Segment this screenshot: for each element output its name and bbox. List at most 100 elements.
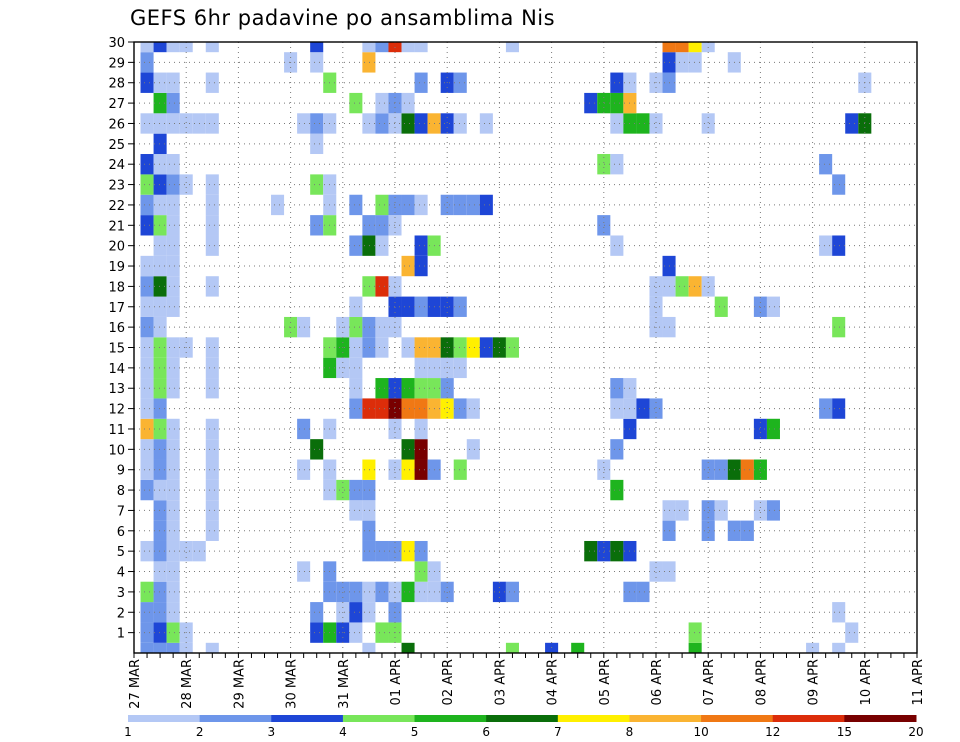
heatmap-cell <box>362 113 376 134</box>
heatmap-cell <box>401 378 415 399</box>
heatmap-cell <box>505 642 519 653</box>
y-axis: 1234567891011121314151617181920212223242… <box>108 36 134 642</box>
heatmap-cell <box>205 378 219 399</box>
heatmap-cell <box>636 398 650 419</box>
heatmap-cell <box>714 500 728 521</box>
heatmap-cell <box>375 378 389 399</box>
heatmap-cell <box>753 418 767 440</box>
heatmap-cell <box>166 642 180 653</box>
heatmap-cell <box>310 52 324 73</box>
heatmap-cell <box>414 398 428 419</box>
heatmap-cell <box>349 92 363 114</box>
heatmap-cell <box>753 500 767 521</box>
heatmap-cell <box>832 316 846 338</box>
heatmap-cell <box>662 42 676 53</box>
heatmap-cell <box>649 398 663 419</box>
heatmap-cell <box>140 72 154 93</box>
heatmap-cell <box>414 439 428 460</box>
colorbar-label: 10 <box>693 725 708 739</box>
heatmap-cell <box>153 540 167 562</box>
heatmap-cell <box>166 92 180 114</box>
heatmap-cell <box>153 316 167 338</box>
heatmap-cell <box>140 378 154 399</box>
heatmap-cell <box>375 215 389 236</box>
heatmap-cell <box>832 602 846 623</box>
heatmap-cell <box>166 296 180 317</box>
heatmap-cell <box>166 602 180 623</box>
heatmap-cell <box>166 439 180 460</box>
heatmap-cell <box>153 398 167 419</box>
heatmap-cell <box>375 92 389 114</box>
heatmap-cell <box>597 92 611 114</box>
heatmap-cell <box>414 459 428 480</box>
x-tick-label: 03 APR <box>493 659 508 705</box>
heatmap-cell <box>714 296 728 317</box>
heatmap-cell <box>205 194 219 216</box>
heatmap-cell <box>166 174 180 195</box>
heatmap-cell <box>832 398 846 419</box>
heatmap-cell <box>479 337 493 358</box>
y-tick-label: 24 <box>108 158 125 173</box>
heatmap-cell <box>362 316 376 338</box>
heatmap-cell <box>349 581 363 603</box>
heatmap-cell <box>453 398 467 419</box>
heatmap-cell <box>414 378 428 399</box>
heatmap-cell <box>297 113 311 134</box>
colorbar-label: 7 <box>554 725 562 739</box>
heatmap-cell <box>166 378 180 399</box>
heatmap-cells <box>140 42 872 653</box>
heatmap-cell <box>310 602 324 623</box>
heatmap-cell <box>819 154 833 175</box>
colorbar-swatch <box>414 715 487 722</box>
heatmap-cell <box>166 520 180 541</box>
heatmap-cell <box>349 337 363 358</box>
heatmap-cell <box>205 42 219 53</box>
heatmap-cell <box>140 418 154 440</box>
heatmap-cell <box>466 337 480 358</box>
x-tick-label: 31 MAR <box>337 659 352 709</box>
heatmap-cell <box>362 276 376 297</box>
heatmap-cell <box>401 642 415 653</box>
heatmap-cell <box>349 622 363 643</box>
y-tick-label: 3 <box>117 586 125 601</box>
heatmap-cell <box>414 255 428 277</box>
y-tick-label: 27 <box>108 97 125 112</box>
heatmap-cell <box>688 276 702 297</box>
y-tick-label: 7 <box>117 504 125 519</box>
heatmap-cell <box>153 459 167 480</box>
colorbar-swatch <box>128 715 201 722</box>
heatmap-cell <box>610 479 624 501</box>
heatmap-cell <box>714 459 728 480</box>
heatmap-cell <box>401 92 415 114</box>
heatmap-cell <box>140 337 154 358</box>
heatmap-cell <box>140 642 154 653</box>
heatmap-cell <box>140 398 154 419</box>
heatmap-cell <box>297 418 311 440</box>
heatmap-cell <box>205 642 219 653</box>
heatmap-cell <box>166 215 180 236</box>
heatmap-cell <box>649 296 663 317</box>
heatmap-cell <box>701 276 715 297</box>
colorbar-swatch <box>271 715 344 722</box>
heatmap-cell <box>297 459 311 480</box>
heatmap-cell <box>401 113 415 134</box>
y-tick-label: 28 <box>108 77 125 92</box>
heatmap-cell <box>362 520 376 541</box>
heatmap-cell <box>166 459 180 480</box>
heatmap-cell <box>766 418 780 440</box>
heatmap-cell <box>140 154 154 175</box>
heatmap-cell <box>440 194 454 216</box>
x-tick-label: 01 APR <box>389 659 404 705</box>
heatmap-cell <box>753 296 767 317</box>
y-tick-label: 19 <box>108 260 125 275</box>
heatmap-cell <box>140 296 154 317</box>
x-tick-label: 07 APR <box>702 659 717 705</box>
heatmap-cell <box>140 602 154 623</box>
heatmap-cell <box>375 235 389 256</box>
heatmap-cell <box>401 439 415 460</box>
heatmap-cell <box>166 540 180 562</box>
colorbar-label: 4 <box>339 725 347 739</box>
heatmap-cell <box>310 439 324 460</box>
heatmap-cell <box>740 520 754 541</box>
y-tick-label: 20 <box>108 240 125 255</box>
